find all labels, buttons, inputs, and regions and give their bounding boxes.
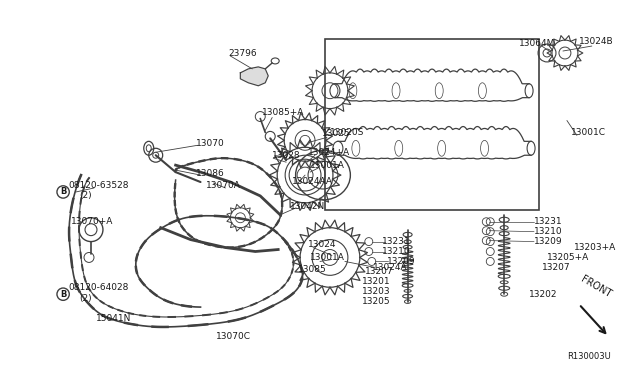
Bar — [325, 39, 539, 210]
Text: 13203: 13203 — [362, 287, 390, 296]
Text: 13020S: 13020S — [330, 128, 364, 137]
Text: 13210: 13210 — [381, 247, 410, 256]
Text: 13042N: 13042N — [290, 202, 325, 211]
Text: 13024: 13024 — [308, 240, 337, 249]
Text: 13028: 13028 — [272, 151, 301, 160]
Text: 23796: 23796 — [228, 49, 257, 58]
Text: 13085+A: 13085+A — [262, 108, 305, 117]
Text: 15041N: 15041N — [96, 314, 131, 324]
Text: 13207: 13207 — [542, 263, 571, 272]
Text: 13086: 13086 — [196, 169, 224, 177]
Text: 13070C: 13070C — [216, 332, 250, 341]
Text: B: B — [60, 290, 67, 299]
Text: 08120-64028: 08120-64028 — [68, 283, 129, 292]
Text: 13070+A: 13070+A — [71, 217, 113, 226]
Text: 13203+A: 13203+A — [574, 243, 616, 252]
Text: 08120-63528: 08120-63528 — [68, 180, 129, 189]
Text: 13085: 13085 — [298, 265, 327, 274]
Text: B: B — [60, 187, 67, 196]
Text: 13207: 13207 — [365, 267, 394, 276]
Text: 13202: 13202 — [529, 290, 557, 299]
Text: 13024AA: 13024AA — [292, 177, 333, 186]
Text: 13209: 13209 — [387, 257, 415, 266]
Text: 13001A: 13001A — [310, 161, 345, 170]
Text: 13231: 13231 — [381, 237, 410, 246]
Text: 13201: 13201 — [362, 277, 390, 286]
Text: 13024+A: 13024+A — [308, 148, 350, 157]
Text: 13025: 13025 — [322, 129, 351, 138]
Text: (2): (2) — [79, 192, 92, 201]
Text: 13024B: 13024B — [579, 36, 614, 46]
Text: R130003U: R130003U — [567, 352, 611, 361]
Text: 13209: 13209 — [534, 237, 563, 246]
Text: 13001C: 13001C — [571, 128, 606, 137]
Text: 13205+A: 13205+A — [547, 253, 589, 262]
Text: 13070A: 13070A — [205, 180, 241, 189]
Text: FRONT: FRONT — [579, 274, 612, 299]
Text: 13064M: 13064M — [519, 39, 556, 48]
Text: 13210: 13210 — [534, 227, 563, 236]
Text: 13070: 13070 — [196, 139, 224, 148]
Text: 13001A: 13001A — [310, 253, 345, 262]
Text: 13205: 13205 — [362, 296, 390, 306]
Text: 13024A: 13024A — [372, 263, 408, 272]
Text: 13231: 13231 — [534, 217, 563, 226]
Polygon shape — [241, 67, 268, 86]
Text: (2): (2) — [79, 294, 92, 303]
